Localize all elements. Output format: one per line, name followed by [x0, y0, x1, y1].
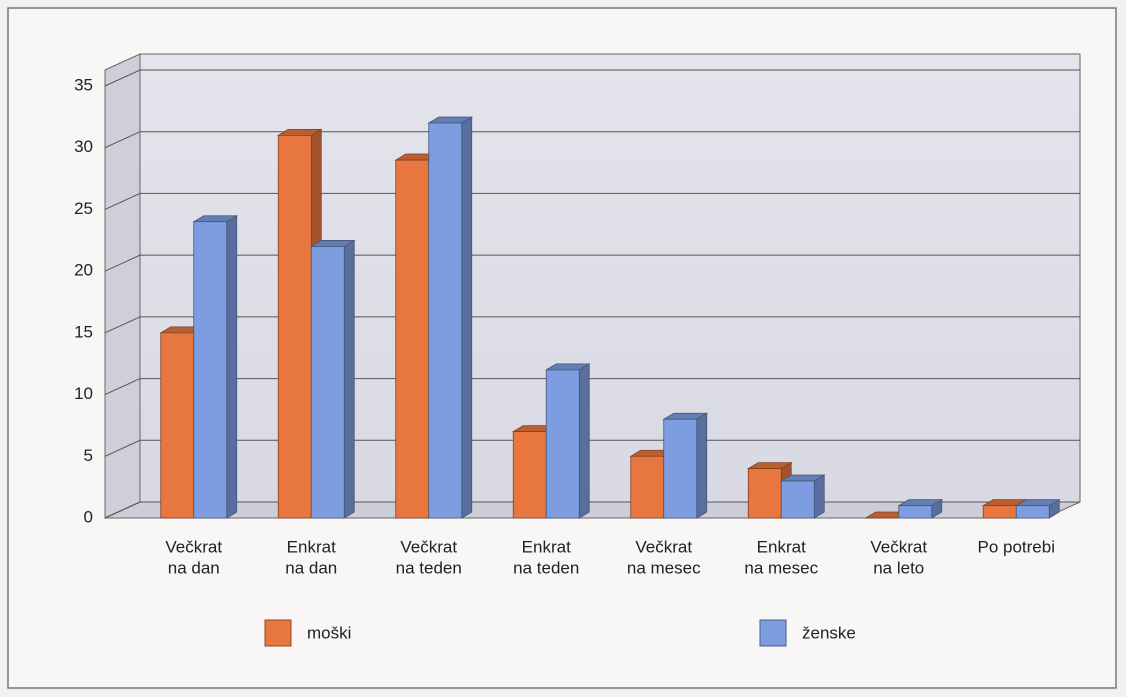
bar [779, 474, 826, 519]
bar-face [982, 505, 1017, 519]
bar-face [578, 363, 590, 519]
bar-face [898, 505, 933, 519]
grid-line [104, 378, 1080, 396]
x-tick-label: na mesec [627, 558, 701, 577]
bar-face [461, 116, 473, 519]
bar-face [226, 215, 238, 519]
grid-line [104, 254, 1080, 272]
y-tick-label: 30 [74, 137, 93, 156]
x-tick-label: Enkrat [287, 537, 336, 556]
bar-face [310, 246, 345, 519]
bar-face [663, 418, 698, 519]
bar-face [1015, 505, 1050, 519]
bar-face [193, 221, 228, 519]
legend-swatch [759, 619, 787, 647]
grid-line [104, 131, 1080, 149]
bar [1014, 498, 1061, 519]
x-tick-label: na mesec [744, 558, 818, 577]
legend-swatch [264, 619, 292, 647]
bar [427, 116, 474, 519]
bar-face [395, 159, 430, 519]
bar-face [512, 431, 547, 519]
bar-face [160, 332, 195, 519]
y-tick-label: 20 [74, 261, 93, 280]
bar-face [428, 122, 463, 519]
x-tick-label: na leto [873, 558, 924, 577]
bar-face [343, 239, 355, 519]
bar [309, 239, 356, 519]
grid-line [104, 316, 1080, 334]
bar-face [813, 474, 825, 519]
grid-line [104, 69, 1080, 87]
bar [897, 498, 944, 519]
x-tick-label: Večkrat [400, 537, 457, 556]
x-tick-label: Večkrat [635, 537, 692, 556]
bar-face [630, 455, 665, 519]
bar [192, 215, 239, 519]
x-tick-label: na dan [168, 558, 220, 577]
x-tick-label: Enkrat [757, 537, 806, 556]
x-tick-label: Večkrat [165, 537, 222, 556]
y-tick-label: 15 [74, 322, 93, 341]
x-tick-label: Enkrat [522, 537, 571, 556]
bar-face [545, 369, 580, 519]
x-tick-label: na dan [285, 558, 337, 577]
grid-line [104, 192, 1080, 210]
legend-label: ženske [802, 623, 856, 642]
x-tick-label: Večkrat [870, 537, 927, 556]
x-tick-label: Po potrebi [978, 537, 1056, 556]
bar-face [747, 468, 782, 519]
y-tick-label: 35 [74, 75, 93, 94]
y-tick-label: 0 [84, 507, 93, 526]
bar-face [696, 412, 708, 519]
bar [544, 363, 591, 519]
y-tick-label: 5 [84, 446, 93, 465]
x-tick-label: na teden [396, 558, 462, 577]
grid-line [104, 439, 1080, 457]
bar-face [780, 480, 815, 519]
y-tick-label: 10 [74, 384, 93, 403]
x-tick-label: na teden [513, 558, 579, 577]
y-tick-label: 25 [74, 199, 93, 218]
bar [662, 412, 709, 519]
legend-label: moški [307, 623, 351, 642]
bar-face [277, 134, 312, 519]
